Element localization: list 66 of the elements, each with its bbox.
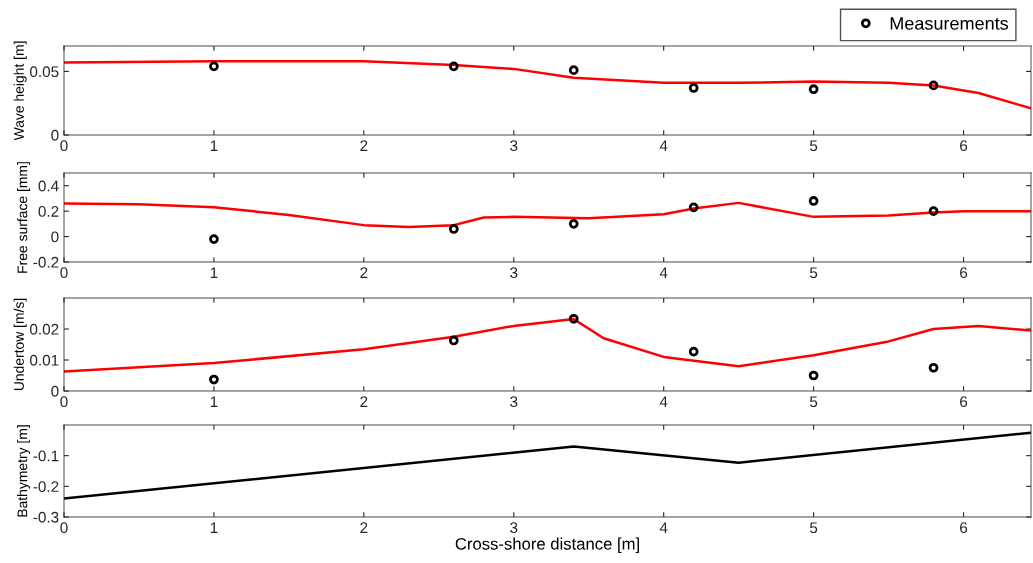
point (568, 313, 579, 324)
y-tick-label: 0 (51, 385, 59, 397)
point (209, 61, 219, 72)
x-tick-label: 6 (960, 140, 968, 152)
x-tick-label: 6 (960, 267, 968, 279)
line-series (64, 431, 1031, 500)
x-axis-title: Cross-shore distance [m] (455, 537, 639, 554)
x-tick-label: 4 (659, 140, 668, 151)
point (448, 224, 459, 234)
y-axis-title: Wave height [m] (13, 41, 27, 141)
point (928, 80, 939, 91)
y-tick-label: 0.05 (30, 66, 59, 78)
y-axis-title: Free surface [mm] (17, 162, 31, 273)
x-tick-label: 3 (510, 267, 518, 279)
y-axis-title: Undertow [m/s] (13, 298, 27, 391)
x-tick-label: 5 (809, 396, 818, 408)
point (688, 346, 699, 357)
point (209, 374, 219, 385)
y-tick-label: 0.01 (30, 354, 59, 366)
x-tick-label: 2 (360, 522, 368, 533)
x-tick-label: 6 (960, 522, 968, 534)
y-tick-label: 0.2 (38, 206, 59, 217)
point (928, 362, 939, 373)
point (448, 335, 459, 346)
point (928, 206, 939, 217)
y-tick-label: -0.3 (33, 511, 59, 523)
point (808, 84, 819, 95)
x-tick-label: 3 (510, 140, 518, 152)
y-tick-label: -0.2 (33, 481, 59, 493)
x-tick-label: 0 (60, 140, 68, 152)
y-tick-label: 0.02 (30, 323, 59, 335)
legend-label: Measurements (890, 17, 1009, 30)
x-tick-label: 0 (60, 522, 68, 534)
x-tick-label: 5 (809, 140, 818, 152)
y-tick-label: 0 (51, 231, 59, 243)
y-axis-title: Bathymetry [m] (17, 425, 31, 517)
x-tick-label: 4 (659, 396, 668, 407)
point (568, 65, 579, 76)
point (808, 370, 819, 381)
point (568, 218, 579, 229)
x-tick-label: 2 (360, 267, 368, 278)
x-tick-label: 4 (659, 522, 668, 533)
y-tick-label: 0 (51, 129, 59, 141)
x-tick-label: 4 (659, 267, 668, 278)
point (209, 234, 219, 244)
x-tick-label: 6 (960, 396, 968, 408)
y-tick-label: 0.4 (38, 180, 59, 192)
line-series (64, 60, 1031, 110)
y-tick-label: -0.2 (33, 256, 59, 268)
x-tick-label: 3 (510, 396, 518, 408)
point (688, 202, 699, 213)
x-tick-label: 3 (510, 522, 518, 534)
x-tick-label: 1 (210, 522, 218, 533)
x-tick-label: 1 (210, 267, 218, 278)
x-tick-label: 0 (60, 396, 68, 408)
x-tick-label: 2 (360, 396, 368, 407)
point (448, 61, 459, 72)
point (808, 196, 819, 206)
x-tick-label: 0 (60, 267, 68, 279)
y-tick-label: -0.1 (33, 450, 59, 462)
x-tick-label: 5 (809, 522, 818, 534)
point (688, 83, 699, 93)
x-tick-label: 2 (360, 140, 368, 151)
x-tick-label: 1 (210, 140, 218, 151)
x-tick-label: 1 (210, 396, 218, 407)
x-tick-label: 5 (809, 267, 818, 279)
